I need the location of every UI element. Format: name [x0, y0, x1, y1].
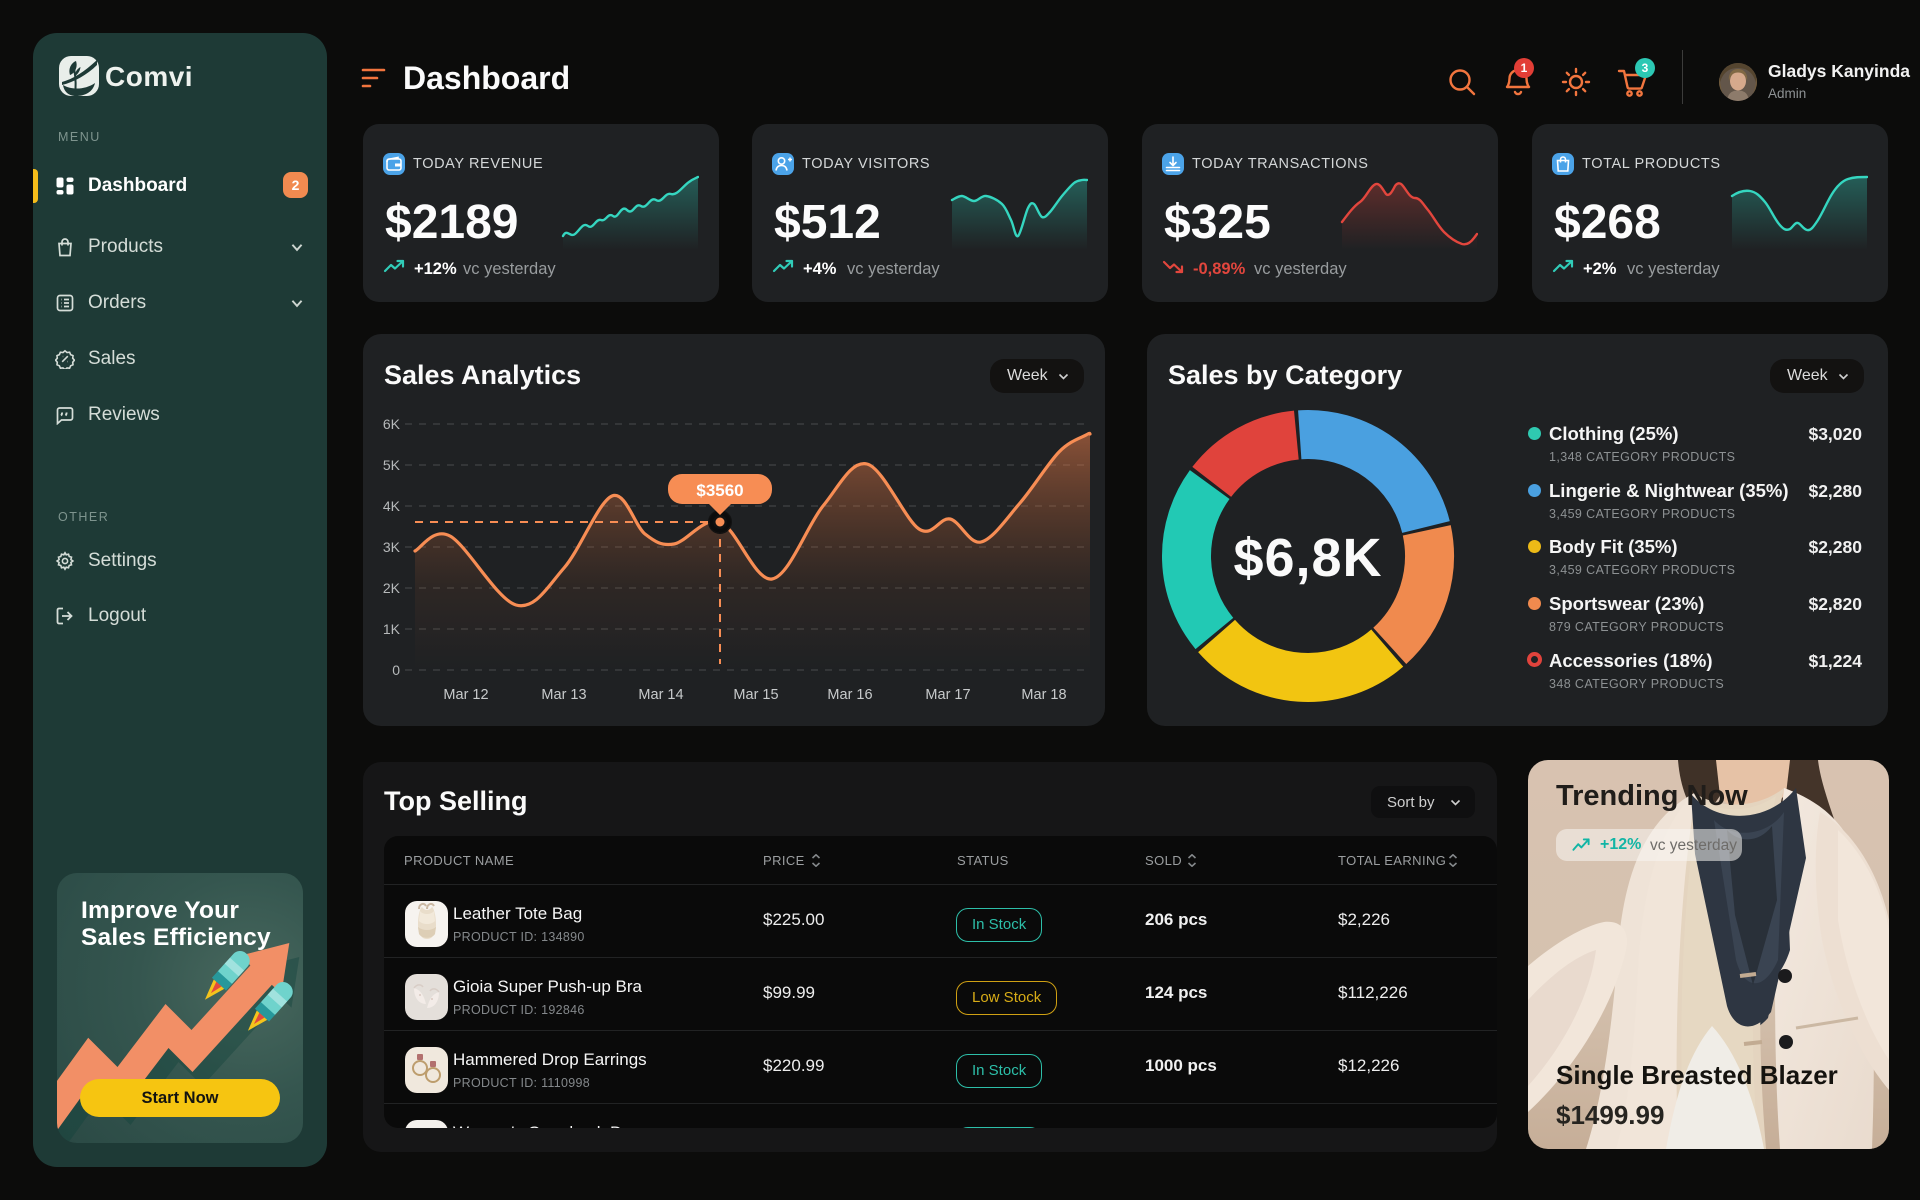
svg-text:Mar 18: Mar 18 — [1021, 687, 1066, 703]
svg-text:6K: 6K — [383, 416, 401, 432]
svg-text:5K: 5K — [383, 457, 401, 473]
svg-text:$3560: $3560 — [696, 481, 743, 500]
svg-text:0: 0 — [392, 662, 400, 678]
svg-text:Mar 14: Mar 14 — [638, 687, 683, 703]
svg-text:2K: 2K — [383, 580, 401, 596]
svg-text:3K: 3K — [383, 539, 401, 555]
svg-text:Mar 13: Mar 13 — [541, 687, 586, 703]
svg-text:Mar 16: Mar 16 — [827, 687, 872, 703]
svg-text:4K: 4K — [383, 498, 401, 514]
svg-text:Mar 15: Mar 15 — [733, 687, 778, 703]
svg-text:Mar 17: Mar 17 — [925, 687, 970, 703]
svg-text:Mar 12: Mar 12 — [443, 687, 488, 703]
svg-text:1K: 1K — [383, 621, 401, 637]
